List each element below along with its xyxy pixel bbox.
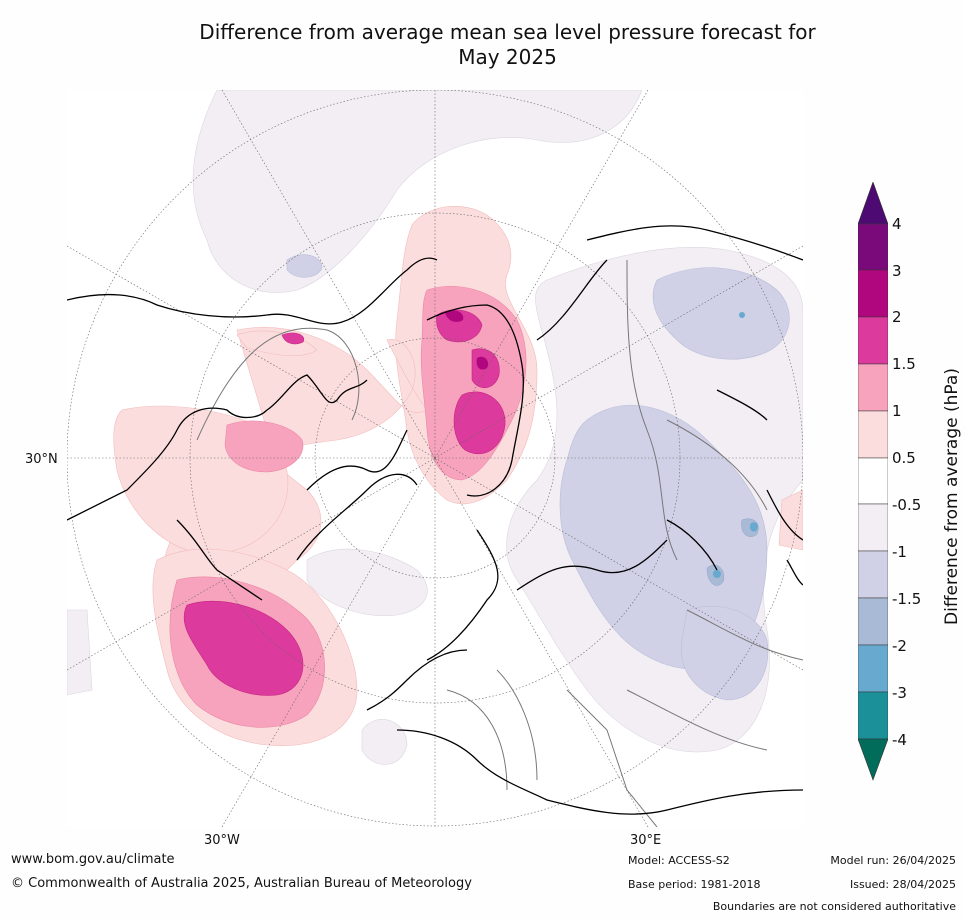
- colorbar-extend-max: [858, 182, 888, 225]
- longitude-label-30e: 30°E: [630, 833, 662, 848]
- footer-copyright: © Commonwealth of Australia 2025, Austra…: [11, 876, 472, 891]
- anomaly-minus-1-region: [286, 254, 790, 701]
- colorbar-band-minus0.5-1: [858, 503, 888, 552]
- colorbar-tick: -4: [892, 731, 907, 749]
- colorbar-extend-min: [858, 738, 888, 781]
- colorbar-tick: 1: [892, 402, 902, 420]
- colorbar-band-1-1.5: [858, 363, 888, 412]
- map-title: Difference from average mean sea level p…: [120, 20, 895, 70]
- longitude-label-30w: 30°W: [204, 833, 240, 848]
- anomaly-plus-2-region: [445, 310, 489, 370]
- country-borders: [196, 259, 803, 827]
- colorbar-tick: -1.5: [892, 590, 922, 608]
- colorbar-tick: 0.5: [892, 449, 916, 467]
- footer-url-link[interactable]: www.bom.gov.au/climate: [11, 852, 175, 867]
- colorbar-band-minus3-4: [858, 691, 888, 740]
- anomaly-minus-1.5-region: [706, 518, 759, 586]
- footer-disclaimer: Boundaries are not considered authoritat…: [712, 900, 956, 913]
- colorbar-tick: 3: [892, 262, 902, 280]
- anomaly-minus-2-region: [713, 312, 758, 578]
- colorbar-title: Difference from average (hPa): [942, 368, 962, 625]
- colorbar-band-minus1-1.5: [858, 550, 888, 599]
- colorbar-tick: 1.5: [892, 355, 916, 373]
- colorbar-tick: -0.5: [892, 496, 922, 514]
- colorbar-band-0.5-1: [858, 410, 888, 459]
- colorbar-band-2-3: [858, 269, 888, 318]
- coastlines: [67, 225, 803, 815]
- graticule: [67, 90, 803, 827]
- colorbar-band-1.5-2: [858, 316, 888, 365]
- footer-model-run: Model run: 26/04/2025: [830, 854, 956, 867]
- footer-base-period: Base period: 1981-2018: [628, 878, 761, 891]
- colorbar-tick: 2: [892, 308, 902, 326]
- title-line-1: Difference from average mean sea level p…: [199, 20, 816, 44]
- title-line-2: May 2025: [458, 45, 557, 69]
- colorbar-tick: -2: [892, 637, 907, 655]
- colorbar-band-minus2-3: [858, 644, 888, 693]
- colorbar-band-minus1.5-2: [858, 597, 888, 646]
- latitude-label-30n: 30°N: [25, 452, 58, 467]
- footer-issued: Issued: 28/04/2025: [849, 878, 956, 891]
- pressure-anomaly-map[interactable]: [67, 90, 803, 827]
- colorbar-band-neutral: [858, 457, 888, 505]
- colorbar-band-3-4: [858, 223, 888, 271]
- colorbar-tick: -1: [892, 543, 907, 561]
- footer-model: Model: ACCESS-S2: [628, 854, 730, 867]
- colorbar-tick: 4: [892, 215, 902, 233]
- colorbar-tick: -3: [892, 684, 907, 702]
